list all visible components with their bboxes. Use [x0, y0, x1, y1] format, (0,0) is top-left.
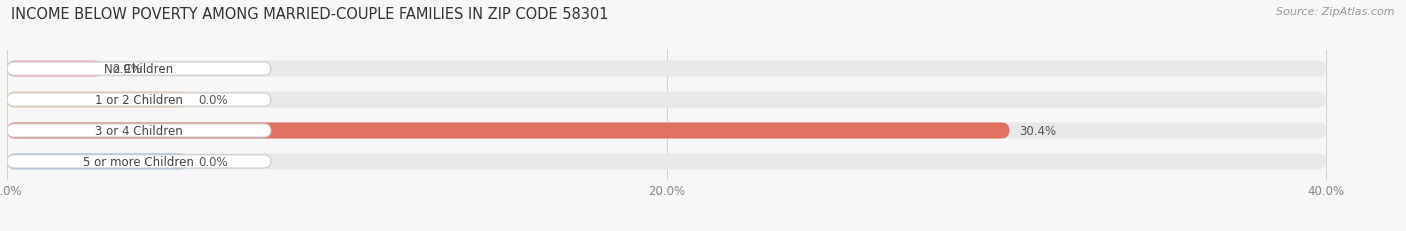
- FancyBboxPatch shape: [7, 92, 188, 108]
- Text: 1 or 2 Children: 1 or 2 Children: [96, 94, 183, 106]
- FancyBboxPatch shape: [7, 124, 271, 137]
- Text: 3 or 4 Children: 3 or 4 Children: [96, 125, 183, 137]
- FancyBboxPatch shape: [7, 123, 1326, 139]
- Text: 2.9%: 2.9%: [112, 63, 142, 76]
- FancyBboxPatch shape: [7, 154, 188, 170]
- Text: INCOME BELOW POVERTY AMONG MARRIED-COUPLE FAMILIES IN ZIP CODE 58301: INCOME BELOW POVERTY AMONG MARRIED-COUPL…: [11, 7, 609, 22]
- Text: No Children: No Children: [104, 63, 173, 76]
- FancyBboxPatch shape: [7, 61, 1326, 77]
- FancyBboxPatch shape: [7, 154, 1326, 170]
- Text: 0.0%: 0.0%: [198, 94, 228, 106]
- Text: 0.0%: 0.0%: [198, 155, 228, 168]
- Text: 30.4%: 30.4%: [1019, 125, 1056, 137]
- Text: 5 or more Children: 5 or more Children: [83, 155, 194, 168]
- Text: Source: ZipAtlas.com: Source: ZipAtlas.com: [1277, 7, 1395, 17]
- FancyBboxPatch shape: [7, 123, 1010, 139]
- FancyBboxPatch shape: [7, 155, 271, 168]
- FancyBboxPatch shape: [7, 92, 1326, 108]
- FancyBboxPatch shape: [7, 63, 271, 76]
- FancyBboxPatch shape: [7, 61, 103, 77]
- FancyBboxPatch shape: [7, 94, 271, 107]
